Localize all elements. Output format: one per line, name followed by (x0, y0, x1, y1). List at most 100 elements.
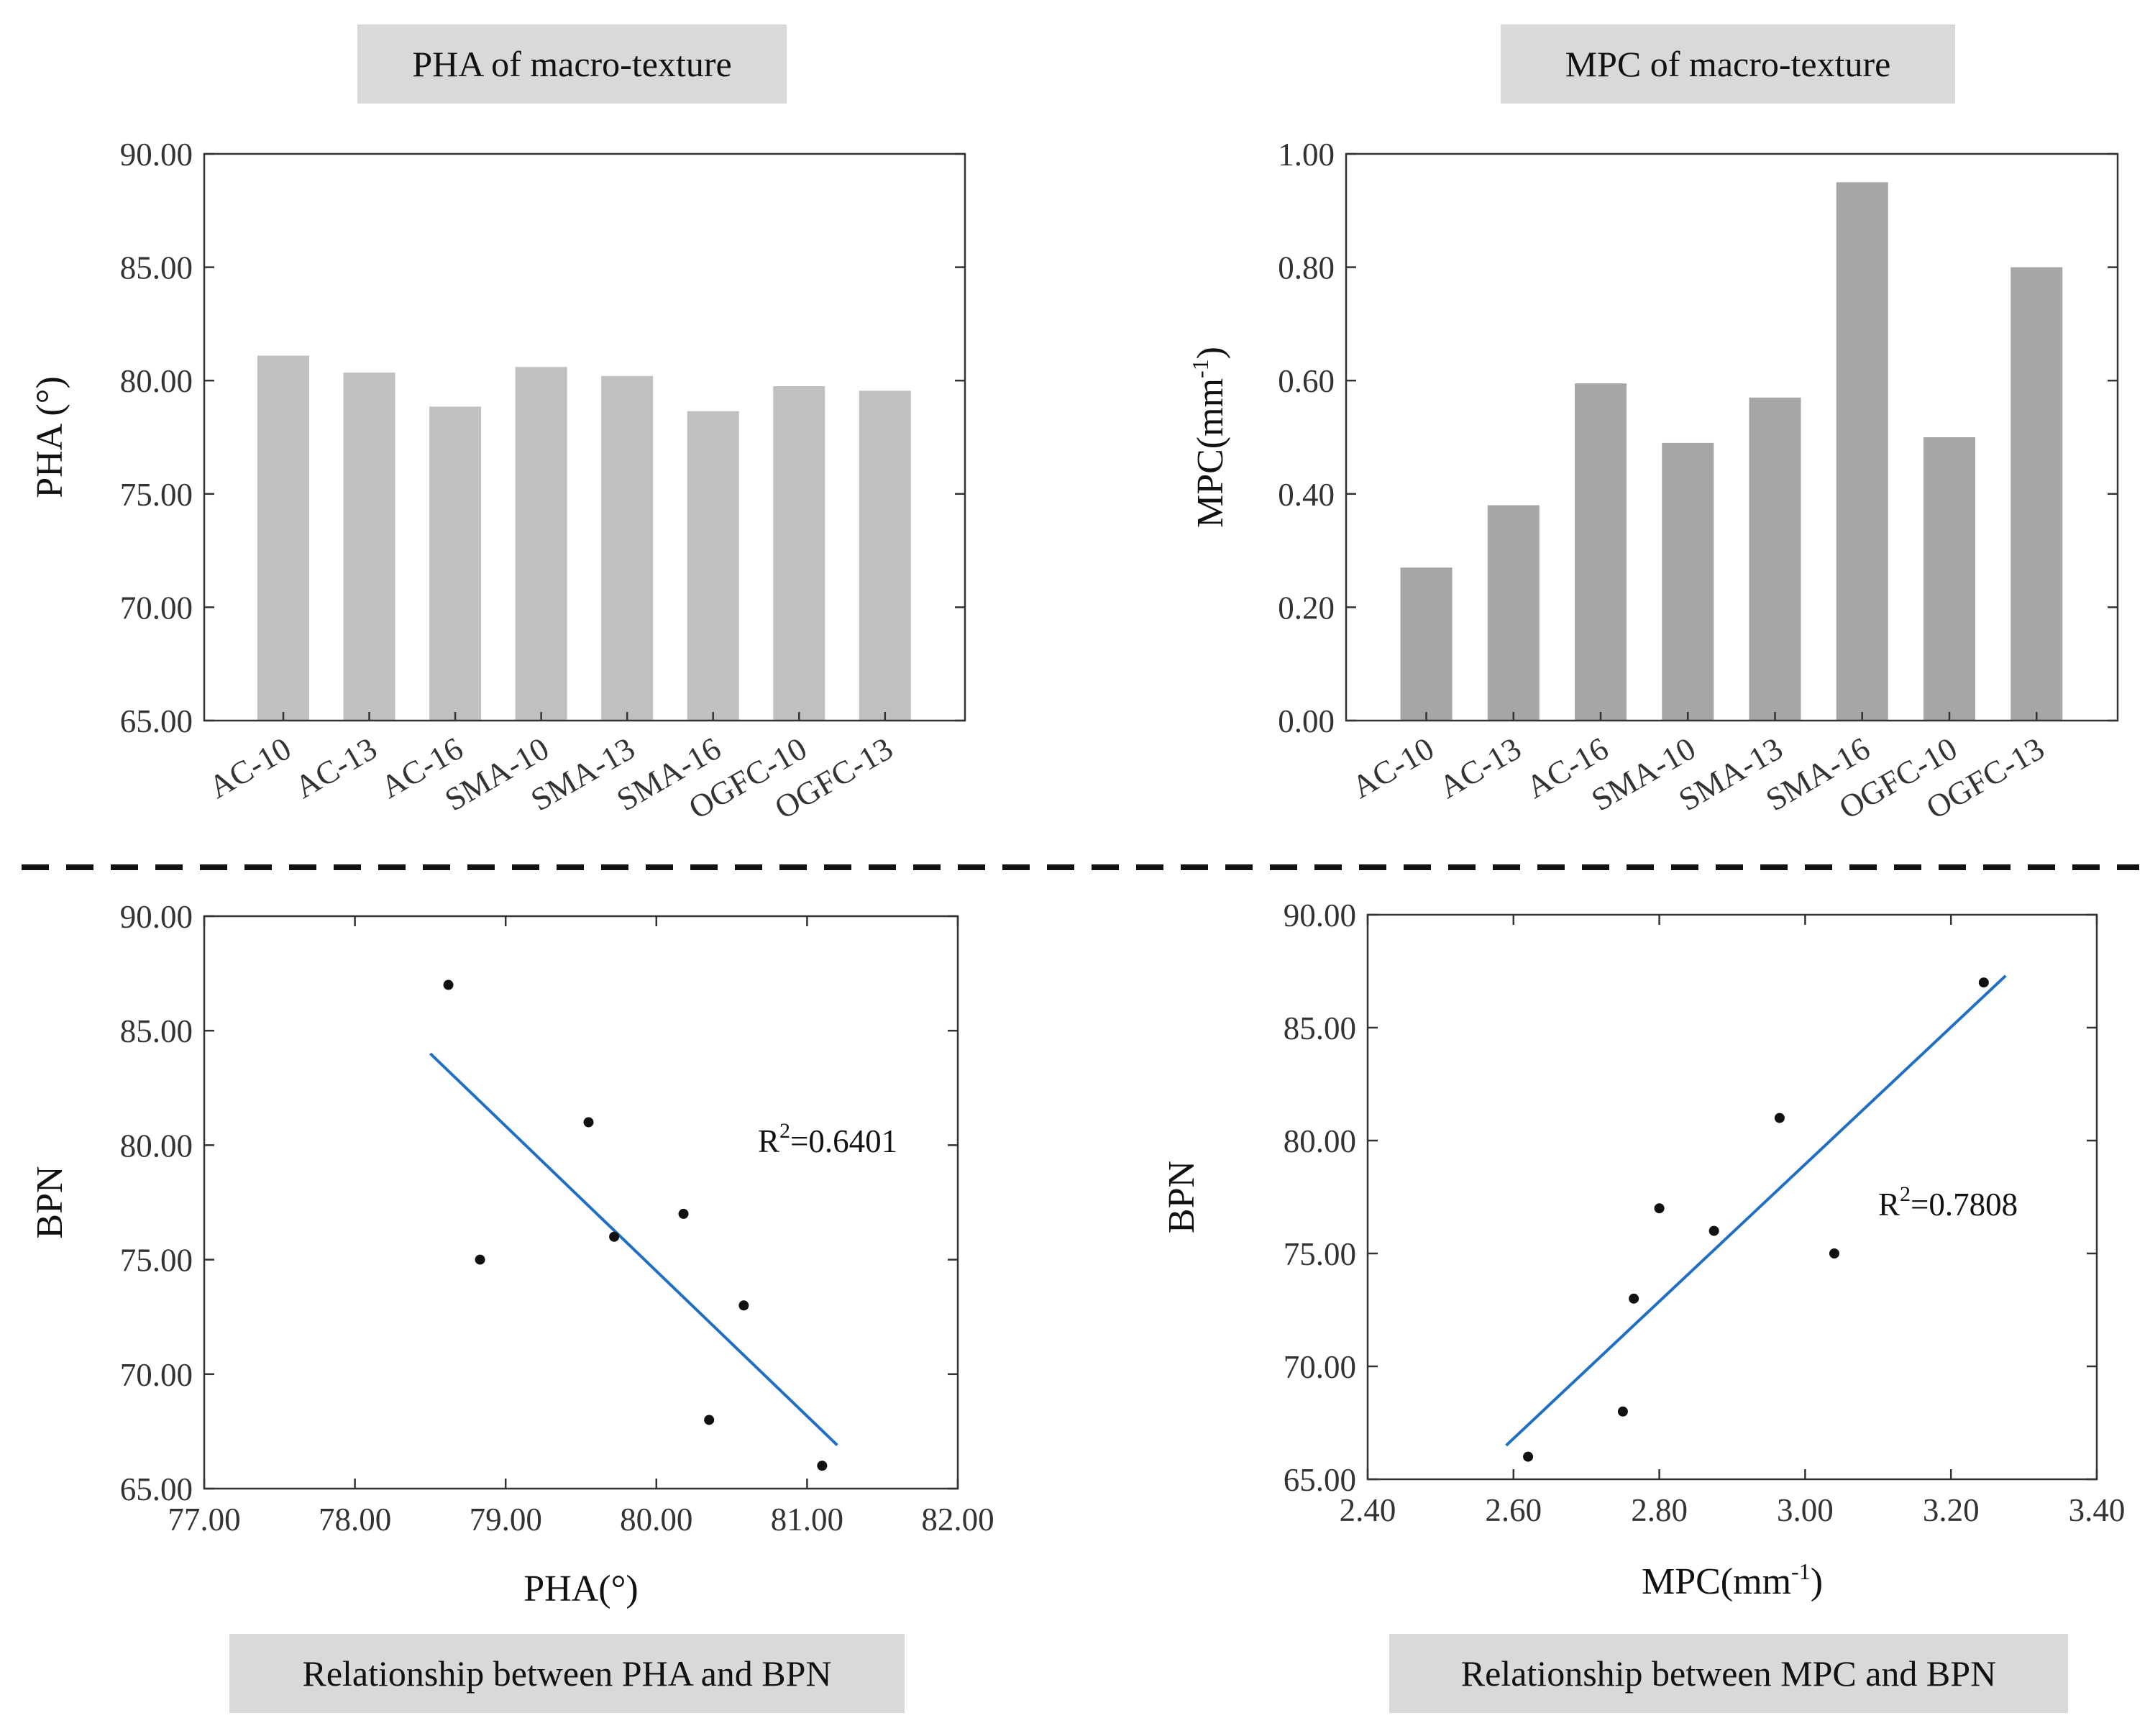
plot-frame (203, 152, 966, 722)
data-point (1829, 1248, 1839, 1258)
bar (1575, 383, 1627, 721)
bar (2011, 267, 2063, 721)
x-tick-label: AC-13 (288, 730, 383, 805)
y-tick-label: 0.00 (1278, 703, 1335, 739)
y-tick-label: 75.00 (120, 1243, 193, 1279)
y-axis-label: BPN (29, 1166, 70, 1238)
y-axis-label: MPC(mm-1) (1187, 347, 1231, 528)
y-tick-label: 65.00 (1284, 1462, 1356, 1498)
r-squared-prefix: R (758, 1123, 779, 1159)
x-tick-label: 2.40 (1340, 1492, 1396, 1528)
data-point (1617, 1406, 1628, 1417)
y-tick-label: 0.60 (1278, 363, 1335, 399)
y-tick-label: 0.40 (1278, 477, 1335, 513)
x-tick-label: 3.00 (1777, 1492, 1834, 1528)
y-tick-label: 70.00 (120, 1357, 193, 1393)
bar (257, 355, 309, 721)
x-axis-label: PHA(°) (523, 1568, 638, 1609)
pha-bar-chart: 65.00 70.00 75.00 80.00 85.00 90.00 AC-10AC-13… (29, 137, 966, 826)
x-tick-label: AC-10 (203, 730, 297, 805)
x-tick-label: 79.00 (470, 1502, 542, 1538)
r-squared-annotation: R2=0.6401 (758, 1119, 897, 1159)
x-tick-label: AC-10 (1345, 730, 1440, 805)
y-tick-label: 70.00 (1284, 1349, 1356, 1385)
bar (773, 386, 825, 721)
y-axis-label: BPN (1161, 1161, 1202, 1233)
y-axis-label: PHA (°) (29, 376, 70, 498)
bar (1662, 442, 1714, 721)
r-squared-superscript: 2 (779, 1119, 790, 1143)
r-squared-prefix: R (1878, 1187, 1900, 1223)
caption-mpc-macro-texture: MPC of macro-texture (1501, 24, 1955, 104)
data-point (738, 1300, 749, 1311)
data-point (817, 1461, 828, 1471)
data-point (475, 1254, 485, 1265)
data-point (609, 1231, 620, 1242)
y-tick-label: 75.00 (1284, 1236, 1356, 1272)
bar (343, 373, 395, 721)
caption-pha-bpn-relationship: Relationship between PHA and BPN (229, 1634, 905, 1713)
data-point (443, 979, 454, 990)
bar (515, 367, 567, 721)
data-point (1654, 1203, 1665, 1214)
mpc-bar-chart: 0.000.200.400.600.801.00AC-10AC-13AC-16S… (1187, 137, 2119, 826)
x-tick-label: 3.20 (1923, 1492, 1980, 1528)
x-tick-label: 81.00 (771, 1502, 843, 1538)
bar (687, 411, 739, 721)
y-tick-label: 90.00 (1284, 897, 1356, 933)
bar (859, 390, 911, 721)
y-tick-label: 80.00 (1284, 1123, 1356, 1159)
pha-bpn-scatter: 65.00 70.00 75.00 80.00 85.00 90.00 77.00 78.00… (29, 899, 994, 1609)
y-tick-label: 90.00 (120, 899, 193, 935)
y-tick-label: 0.80 (1278, 250, 1335, 286)
x-tick-label: 2.60 (1485, 1492, 1542, 1528)
x-axis-label-main: MPC(mm (1642, 1561, 1791, 1602)
y-tick-label: 90.00 (120, 137, 193, 173)
y-tick-label: 1.00 (1278, 137, 1335, 173)
x-tick-label: 2.80 (1631, 1492, 1688, 1528)
plot-frame (1366, 913, 2098, 1481)
y-tick-label: 80.00 (120, 1128, 193, 1164)
r-squared-value: =0.7808 (1911, 1187, 2018, 1223)
data-point (704, 1415, 715, 1425)
r-squared-annotation: R2=0.7808 (1878, 1182, 2018, 1223)
y-axis-label-end: ) (1190, 347, 1231, 359)
y-tick-label: 85.00 (1284, 1010, 1356, 1046)
x-tick-label: 3.40 (2069, 1492, 2126, 1528)
data-point (1774, 1113, 1785, 1123)
y-axis-label-main: MPC(mm (1190, 378, 1231, 528)
y-tick-label: 65.00 (120, 703, 193, 739)
y-tick-label: 75.00 (120, 477, 193, 513)
caption-mpc-bpn-relationship: Relationship between MPC and BPN (1389, 1634, 2068, 1713)
r-squared-value: =0.6401 (790, 1123, 897, 1159)
data-point (1708, 1225, 1719, 1236)
caption-pha-macro-texture: PHA of macro-texture (357, 24, 787, 104)
y-tick-label: 70.00 (120, 590, 193, 626)
y-axis-label-superscript: -1 (1187, 359, 1213, 378)
r-squared-superscript: 2 (1900, 1182, 1911, 1206)
y-tick-label: 80.00 (120, 363, 193, 399)
bar (601, 375, 654, 721)
data-point (1978, 977, 1989, 988)
plot-frame (203, 915, 959, 1490)
data-point (1629, 1293, 1639, 1304)
data-point (583, 1117, 594, 1128)
bar (1400, 567, 1453, 721)
data-point (1523, 1451, 1534, 1462)
plot-frame (1345, 152, 2119, 722)
bar (1836, 182, 1888, 721)
regression-line (1505, 974, 2007, 1447)
y-tick-label: 0.20 (1278, 590, 1335, 626)
mpc-bpn-scatter: 65.00 70.00 75.00 80.00 85.00 90.00 2.40 2.60 2.… (1161, 897, 2125, 1602)
x-tick-label: 78.00 (319, 1502, 391, 1538)
x-tick-label: 80.00 (620, 1502, 692, 1538)
data-point (678, 1208, 689, 1219)
x-axis-label: MPC(mm-1) (1642, 1558, 1823, 1602)
x-tick-label: 82.00 (921, 1502, 994, 1538)
bar (429, 406, 482, 721)
bar (1923, 437, 1976, 721)
x-axis-label-end: ) (1811, 1561, 1823, 1602)
x-tick-label: 77.00 (168, 1502, 240, 1538)
y-tick-label: 65.00 (120, 1471, 193, 1507)
